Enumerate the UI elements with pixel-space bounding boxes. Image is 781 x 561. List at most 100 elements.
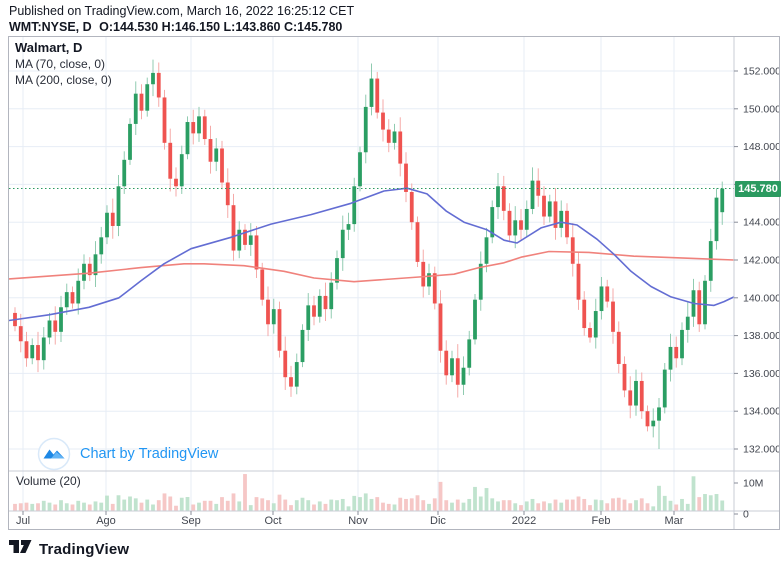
- volume-bar[interactable]: [628, 503, 633, 511]
- volume-bar[interactable]: [99, 502, 104, 511]
- volume-bar[interactable]: [691, 476, 696, 511]
- volume-bar[interactable]: [455, 499, 460, 511]
- candle-body[interactable]: [346, 224, 351, 230]
- legend-ma70[interactable]: MA (70, close, 0): [15, 57, 106, 71]
- candle-body[interactable]: [70, 292, 75, 304]
- volume-bar[interactable]: [398, 497, 403, 511]
- candle-body[interactable]: [99, 237, 104, 255]
- candle-body[interactable]: [565, 210, 569, 238]
- volume-bar[interactable]: [409, 498, 414, 511]
- volume-bar[interactable]: [47, 502, 52, 511]
- volume-bar[interactable]: [565, 499, 569, 511]
- candle-body[interactable]: [47, 320, 52, 338]
- volume-bar[interactable]: [519, 505, 523, 511]
- candle-body[interactable]: [507, 210, 512, 236]
- candle-body[interactable]: [662, 369, 667, 408]
- volume-bar[interactable]: [179, 497, 184, 511]
- candle-body[interactable]: [668, 346, 673, 370]
- volume-bar[interactable]: [294, 500, 299, 511]
- watermark-label[interactable]: Chart by TradingView: [80, 446, 219, 462]
- time-tick-label[interactable]: Dic: [430, 515, 446, 527]
- price-tick-label[interactable]: 134.000: [743, 406, 779, 418]
- chart-canvas[interactable]: 152.000150.000148.000146.000144.000142.0…: [9, 37, 779, 529]
- volume-bar[interactable]: [375, 497, 380, 511]
- volume-bar[interactable]: [461, 502, 466, 511]
- volume-bar[interactable]: [185, 497, 190, 511]
- candle-body[interactable]: [611, 301, 615, 332]
- volume-bar[interactable]: [444, 500, 449, 511]
- volume-bar[interactable]: [536, 503, 541, 511]
- volume-bar[interactable]: [133, 498, 138, 511]
- candle-body[interactable]: [271, 309, 276, 325]
- volume-bar[interactable]: [605, 503, 610, 511]
- volume-bar[interactable]: [450, 502, 454, 511]
- candle-body[interactable]: [277, 309, 282, 351]
- volume-bar[interactable]: [53, 504, 58, 511]
- volume-bar[interactable]: [680, 498, 684, 511]
- candle-body[interactable]: [208, 139, 213, 162]
- candle-body[interactable]: [145, 84, 150, 111]
- candle-body[interactable]: [231, 205, 236, 251]
- volume-bar[interactable]: [76, 500, 81, 511]
- volume-bar[interactable]: [59, 500, 63, 511]
- price-tick-label[interactable]: 148.000: [743, 141, 779, 153]
- candle-body[interactable]: [254, 235, 259, 270]
- volume-bar[interactable]: [306, 500, 311, 511]
- volume-bar[interactable]: [191, 504, 196, 511]
- candle-body[interactable]: [415, 222, 420, 262]
- candle-body[interactable]: [237, 229, 242, 251]
- volume-bar[interactable]: [381, 502, 385, 511]
- volume-bar[interactable]: [346, 506, 351, 511]
- volume-bar[interactable]: [369, 498, 374, 511]
- candle-body[interactable]: [41, 337, 46, 361]
- time-tick-label[interactable]: Nov: [348, 515, 368, 527]
- volume-bar[interactable]: [41, 500, 46, 511]
- volume-bar[interactable]: [616, 497, 621, 511]
- candle-body[interactable]: [128, 123, 132, 160]
- candle-body[interactable]: [381, 112, 385, 130]
- candle-body[interactable]: [220, 148, 224, 183]
- candle-body[interactable]: [248, 235, 253, 245]
- candle-body[interactable]: [294, 362, 299, 387]
- candle-body[interactable]: [622, 363, 627, 391]
- volume-bar[interactable]: [720, 500, 725, 512]
- candle-body[interactable]: [105, 212, 109, 238]
- candle-body[interactable]: [122, 159, 127, 187]
- volume-bar[interactable]: [662, 495, 667, 511]
- candle-body[interactable]: [524, 208, 529, 230]
- volume-bar[interactable]: [496, 501, 500, 511]
- volume-bar[interactable]: [225, 500, 230, 511]
- price-tick-label[interactable]: 132.000: [743, 444, 779, 456]
- volume-bar[interactable]: [530, 498, 535, 511]
- candle-body[interactable]: [478, 263, 483, 300]
- volume-bar[interactable]: [697, 497, 702, 511]
- candle-body[interactable]: [133, 93, 138, 124]
- candle-body[interactable]: [243, 229, 247, 245]
- volume-bar[interactable]: [432, 498, 437, 511]
- volume-bar[interactable]: [122, 499, 127, 511]
- volume-bar[interactable]: [243, 474, 247, 511]
- volume-bar[interactable]: [64, 503, 69, 511]
- volume-bar[interactable]: [599, 500, 604, 511]
- volume-indicator-label[interactable]: Volume (20): [16, 474, 81, 488]
- volume-bar[interactable]: [139, 502, 144, 511]
- volume-bar[interactable]: [542, 501, 546, 511]
- candle-body[interactable]: [444, 350, 449, 376]
- volume-bar[interactable]: [231, 493, 236, 511]
- candle-body[interactable]: [335, 258, 339, 283]
- candle-body[interactable]: [513, 220, 518, 236]
- volume-bar[interactable]: [708, 495, 713, 511]
- volume-bar[interactable]: [588, 505, 592, 511]
- price-tick-label[interactable]: 138.000: [743, 330, 779, 342]
- volume-bar[interactable]: [24, 502, 29, 511]
- volume-bar[interactable]: [168, 496, 173, 511]
- price-tick-label[interactable]: 136.000: [743, 368, 779, 380]
- volume-bar[interactable]: [484, 488, 489, 511]
- candle-body[interactable]: [703, 280, 707, 325]
- volume-bar[interactable]: [317, 501, 322, 511]
- candle-body[interactable]: [260, 269, 265, 300]
- candle-body[interactable]: [289, 377, 293, 387]
- candle-body[interactable]: [455, 358, 460, 385]
- candle-body[interactable]: [450, 358, 454, 376]
- candle-body[interactable]: [363, 106, 368, 153]
